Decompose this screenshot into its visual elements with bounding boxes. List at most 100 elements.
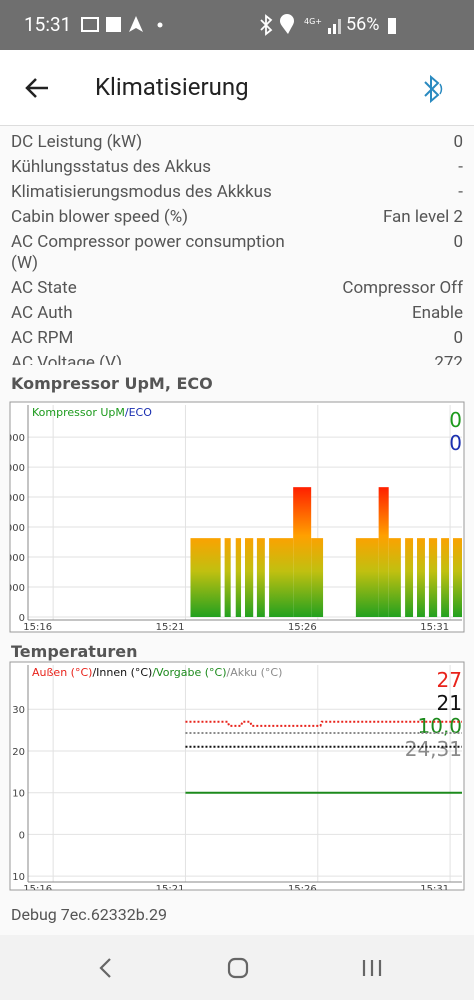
legend-entry: /Innen (°C) bbox=[92, 666, 152, 679]
battery-icon bbox=[388, 18, 396, 34]
y-tick-label: 10 bbox=[12, 789, 25, 800]
navigation-bar bbox=[0, 935, 474, 1000]
x-tick-label: 15:21 bbox=[156, 884, 185, 895]
legend-entry: /Vorgabe (°C) bbox=[152, 666, 226, 679]
debug-info: Debug 7ec.62332b.29 bbox=[11, 905, 167, 924]
row-label: AC RPM bbox=[11, 328, 74, 348]
current-value: 0 bbox=[449, 431, 462, 455]
bar bbox=[256, 538, 265, 618]
row-label: AC Voltage (V) bbox=[11, 353, 123, 365]
legend-entry: /ECO bbox=[125, 406, 152, 419]
legend-entry: Kompressor UpM bbox=[32, 406, 125, 419]
row-value: Compressor Off bbox=[342, 278, 463, 298]
x-tick-label: 15:16 bbox=[23, 622, 52, 633]
y-tick-label: 000 bbox=[6, 463, 25, 474]
chart-title: Temperaturen bbox=[11, 642, 137, 661]
row-value: Enable bbox=[412, 303, 463, 323]
chart-frame bbox=[9, 661, 465, 891]
list-row: Klimatisierungsmodus des Akkkus - bbox=[0, 180, 474, 205]
y-tick-label: 30 bbox=[12, 705, 25, 716]
bar bbox=[293, 487, 312, 618]
nav-back[interactable] bbox=[96, 957, 116, 979]
current-value: 24,31 bbox=[405, 737, 462, 761]
back-button[interactable] bbox=[24, 76, 50, 100]
chart-title: Kompressor UpM, ECO bbox=[11, 374, 213, 393]
list-row: AC Compressor power consumption (W) 0 bbox=[0, 230, 474, 276]
row-value: 0 bbox=[453, 232, 463, 252]
x-tick-label: 15:26 bbox=[288, 622, 317, 633]
y-tick-label: 000 bbox=[6, 583, 25, 594]
bar bbox=[388, 538, 401, 618]
row-value: 272 bbox=[434, 353, 463, 365]
row-label: AC Auth bbox=[11, 303, 73, 323]
bar bbox=[428, 538, 438, 618]
y-tick-label: 000 bbox=[6, 433, 25, 444]
row-value: - bbox=[458, 182, 463, 202]
bar bbox=[405, 538, 414, 618]
line-series bbox=[185, 720, 462, 727]
current-value: 0 bbox=[449, 408, 462, 432]
row-value: Fan level 2 bbox=[382, 207, 463, 227]
value-list: DC Leistung (kW) 0 Kühlungsstatus des Akku… bbox=[0, 130, 474, 365]
nav-home[interactable] bbox=[226, 957, 250, 979]
bar bbox=[417, 538, 425, 618]
screen-title: Klimatisierung bbox=[95, 73, 249, 101]
nav-recents[interactable] bbox=[360, 957, 384, 979]
legend: Kompressor UpM/ECO bbox=[32, 406, 152, 419]
legend: Außen (°C)/Innen (°C)/Vorgabe (°C)/Akku … bbox=[32, 666, 282, 679]
bar bbox=[453, 538, 462, 618]
y-tick-label: 0 bbox=[19, 830, 25, 841]
row-label: DC Leistung (kW) bbox=[11, 132, 143, 152]
y-tick-label: 10 bbox=[12, 872, 25, 883]
x-tick-label: 15:31 bbox=[420, 884, 449, 895]
legend-entry: /Akku (°C) bbox=[227, 666, 283, 679]
list-row: AC Voltage (V) 272 bbox=[0, 351, 474, 365]
row-value: 0 bbox=[453, 132, 463, 152]
clock: 15:31 bbox=[24, 13, 72, 36]
bluetooth-button[interactable] bbox=[420, 74, 444, 104]
legend-entry: Außen (°C) bbox=[32, 666, 92, 679]
row-label: Klimatisierungsmodus des Akkkus bbox=[11, 182, 272, 202]
bar bbox=[224, 538, 231, 618]
list-row: AC RPM 0 bbox=[0, 326, 474, 351]
list-row: DC Leistung (kW) 0 bbox=[0, 130, 474, 155]
bar bbox=[311, 538, 324, 618]
list-row: Kühlungsstatus des Akkus - bbox=[0, 155, 474, 180]
app-bar: Klimatisierung bbox=[0, 50, 474, 126]
x-tick-label: 15:21 bbox=[156, 622, 185, 633]
svg-text:4G+: 4G+ bbox=[304, 17, 322, 26]
current-value: 21 bbox=[437, 691, 462, 715]
row-label: Cabin blower speed (%) bbox=[11, 207, 189, 227]
list-row: AC Auth Enable bbox=[0, 301, 474, 326]
y-tick-label: 000 bbox=[6, 493, 25, 504]
row-label: AC State bbox=[11, 278, 77, 298]
y-tick-label: 0 bbox=[19, 613, 25, 624]
bar bbox=[190, 538, 221, 618]
x-tick-label: 15:31 bbox=[420, 622, 449, 633]
y-tick-label: 000 bbox=[6, 553, 25, 564]
bar bbox=[245, 538, 254, 618]
bar bbox=[269, 538, 294, 618]
charts: Kompressor UpM, ECO Temperaturen 0000000… bbox=[6, 374, 465, 895]
y-tick-label: 000 bbox=[6, 523, 25, 534]
x-tick-label: 15:26 bbox=[288, 884, 317, 895]
row-value: 0 bbox=[453, 328, 463, 348]
current-value: 27 bbox=[437, 668, 462, 692]
current-value: 10,0 bbox=[417, 714, 462, 738]
notification-icons bbox=[81, 16, 163, 32]
bar bbox=[378, 487, 389, 618]
status-bar: 15:31 4G+ 56% bbox=[0, 0, 474, 50]
y-tick-label: 20 bbox=[12, 747, 25, 758]
bar bbox=[355, 538, 379, 618]
list-row: Cabin blower speed (%) Fan level 2 bbox=[0, 205, 474, 230]
x-tick-label: 15:16 bbox=[23, 884, 52, 895]
system-icons: 4G+ bbox=[260, 14, 341, 36]
bar bbox=[441, 538, 450, 618]
row-label: Kühlungsstatus des Akkus bbox=[11, 157, 211, 177]
row-value: - bbox=[458, 157, 463, 177]
battery-level: 56% bbox=[346, 14, 380, 35]
